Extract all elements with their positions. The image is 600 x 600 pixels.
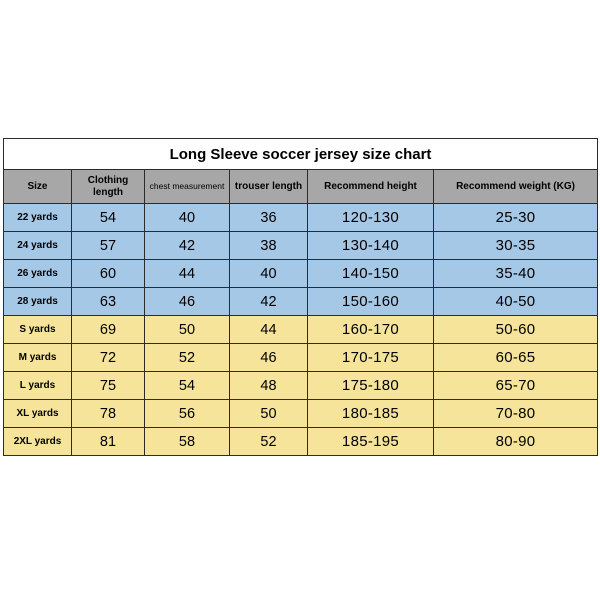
table-cell: 78 <box>72 400 145 428</box>
table-cell: 40 <box>145 204 230 232</box>
table-cell: 175-180 <box>308 372 434 400</box>
table-cell: 50-60 <box>434 316 598 344</box>
table-cell: 58 <box>145 428 230 456</box>
header-row: Size Clothing length chest measurement t… <box>4 170 598 204</box>
table-row: L yards755448175-18065-70 <box>4 372 598 400</box>
table-cell: 46 <box>145 288 230 316</box>
table-cell: 25-30 <box>434 204 598 232</box>
table-cell: 60-65 <box>434 344 598 372</box>
table-cell: 120-130 <box>308 204 434 232</box>
table-cell: 160-170 <box>308 316 434 344</box>
table-cell: 36 <box>230 204 308 232</box>
table-cell: M yards <box>4 344 72 372</box>
table-cell: 35-40 <box>434 260 598 288</box>
table-cell: 130-140 <box>308 232 434 260</box>
table-cell: 56 <box>145 400 230 428</box>
table-row: XL yards785650180-18570-80 <box>4 400 598 428</box>
table-cell: 42 <box>145 232 230 260</box>
table-cell: 28 yards <box>4 288 72 316</box>
th-chest-measurement: chest measurement <box>145 170 230 204</box>
table-cell: 63 <box>72 288 145 316</box>
table-cell: 54 <box>72 204 145 232</box>
canvas: Long Sleeve soccer jersey size chart Siz… <box>0 0 600 600</box>
th-recommend-height: Recommend height <box>308 170 434 204</box>
table-cell: 54 <box>145 372 230 400</box>
table-cell: S yards <box>4 316 72 344</box>
table-row: 28 yards634642150-16040-50 <box>4 288 598 316</box>
table-cell: 40 <box>230 260 308 288</box>
th-size: Size <box>4 170 72 204</box>
table-cell: 40-50 <box>434 288 598 316</box>
table-cell: 50 <box>230 400 308 428</box>
table-cell: 185-195 <box>308 428 434 456</box>
table-cell: 38 <box>230 232 308 260</box>
table-body: 22 yards544036120-13025-3024 yards574238… <box>4 204 598 456</box>
table-cell: 52 <box>145 344 230 372</box>
table-cell: 30-35 <box>434 232 598 260</box>
table-cell: 69 <box>72 316 145 344</box>
table-cell: 65-70 <box>434 372 598 400</box>
table-cell: 44 <box>230 316 308 344</box>
table-cell: 50 <box>145 316 230 344</box>
table-cell: 70-80 <box>434 400 598 428</box>
table-cell: 24 yards <box>4 232 72 260</box>
table-cell: 72 <box>72 344 145 372</box>
table-cell: XL yards <box>4 400 72 428</box>
table-cell: 81 <box>72 428 145 456</box>
table-cell: 60 <box>72 260 145 288</box>
title-row: Long Sleeve soccer jersey size chart <box>4 139 598 170</box>
table-cell: 140-150 <box>308 260 434 288</box>
table-cell: 42 <box>230 288 308 316</box>
table-row: M yards725246170-17560-65 <box>4 344 598 372</box>
table-cell: 48 <box>230 372 308 400</box>
th-recommend-weight: Recommend weight (KG) <box>434 170 598 204</box>
table-cell: 57 <box>72 232 145 260</box>
table-row: 22 yards544036120-13025-30 <box>4 204 598 232</box>
table-title: Long Sleeve soccer jersey size chart <box>4 139 598 170</box>
table-cell: 180-185 <box>308 400 434 428</box>
table-cell: L yards <box>4 372 72 400</box>
th-trouser-length: trouser length <box>230 170 308 204</box>
table-head: Long Sleeve soccer jersey size chart Siz… <box>4 139 598 204</box>
table-cell: 80-90 <box>434 428 598 456</box>
table-cell: 46 <box>230 344 308 372</box>
table-cell: 52 <box>230 428 308 456</box>
size-chart-table: Long Sleeve soccer jersey size chart Siz… <box>3 138 598 456</box>
table-cell: 22 yards <box>4 204 72 232</box>
table-row: 24 yards574238130-14030-35 <box>4 232 598 260</box>
table-cell: 75 <box>72 372 145 400</box>
table-cell: 150-160 <box>308 288 434 316</box>
table-cell: 170-175 <box>308 344 434 372</box>
table-cell: 44 <box>145 260 230 288</box>
table-cell: 2XL yards <box>4 428 72 456</box>
table-cell: 26 yards <box>4 260 72 288</box>
table-row: 2XL yards815852185-19580-90 <box>4 428 598 456</box>
th-clothing-length: Clothing length <box>72 170 145 204</box>
table-row: 26 yards604440140-15035-40 <box>4 260 598 288</box>
table-row: S yards695044160-17050-60 <box>4 316 598 344</box>
